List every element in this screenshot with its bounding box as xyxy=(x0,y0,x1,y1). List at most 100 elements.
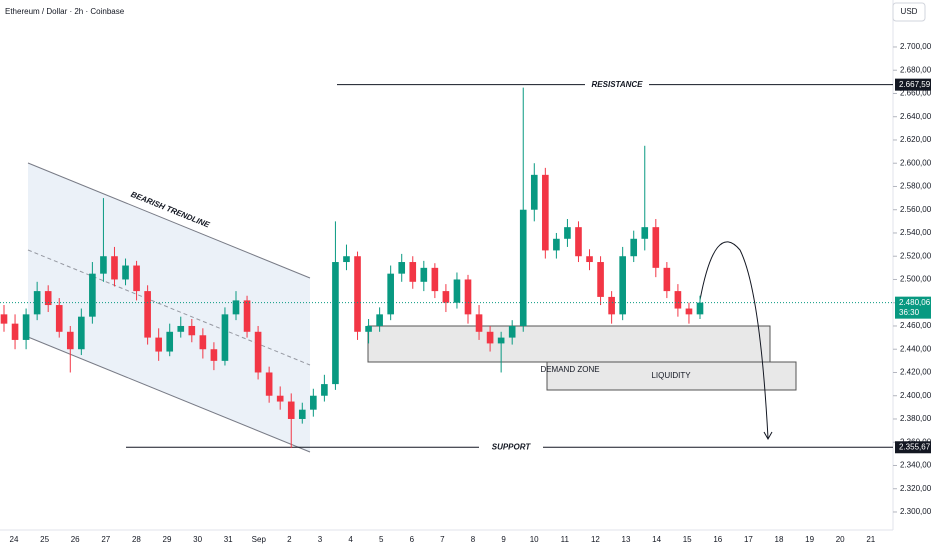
x-tick-label: 15 xyxy=(683,535,692,544)
support-label: SUPPORT xyxy=(492,442,532,451)
x-tick-label: 5 xyxy=(379,535,384,544)
candle-body xyxy=(431,267,439,292)
candle-body xyxy=(287,401,295,419)
candle-body xyxy=(276,395,284,402)
y-tick-label: 2.660,00 xyxy=(900,89,932,98)
candle-body xyxy=(597,262,604,297)
candle-body xyxy=(243,300,251,332)
x-tick-label: 17 xyxy=(744,535,753,544)
candle-body xyxy=(89,273,96,317)
candle-body xyxy=(519,209,527,326)
candle-body xyxy=(641,227,649,239)
candle-body xyxy=(55,305,63,332)
x-tick-label: 11 xyxy=(561,535,570,544)
candle-body xyxy=(542,174,549,251)
candle-body xyxy=(508,325,516,338)
candle-body xyxy=(343,256,350,263)
liquidity-label: LIQUIDITY xyxy=(651,371,691,380)
candle-body xyxy=(254,331,262,373)
y-tick-label: 2.640,00 xyxy=(900,112,932,121)
candle-body xyxy=(133,265,140,292)
candle-body xyxy=(144,291,151,338)
x-tick-label: 24 xyxy=(10,535,19,544)
channel-bottom xyxy=(27,336,311,453)
candle-body xyxy=(685,308,693,315)
y-tick-label: 2.380,00 xyxy=(900,414,932,423)
demand-zone xyxy=(367,325,771,363)
candle-body xyxy=(619,256,626,315)
support-tag xyxy=(895,441,931,454)
candle-body xyxy=(188,325,196,336)
candle-body xyxy=(332,262,339,385)
demand-label: DEMAND ZONE xyxy=(540,365,599,374)
x-tick-label: 14 xyxy=(652,535,661,544)
candle-body xyxy=(111,256,118,280)
candle-body xyxy=(310,395,317,410)
support-label-bg xyxy=(479,442,543,453)
candle-body xyxy=(652,227,660,268)
resistance-label-bg xyxy=(585,79,649,90)
candle-body xyxy=(199,335,207,350)
candle-body xyxy=(630,238,638,257)
candle-body xyxy=(608,296,615,315)
candle-body xyxy=(22,314,30,340)
candle-body xyxy=(420,267,428,282)
arrow-head xyxy=(763,431,773,441)
x-tick-label: 2 xyxy=(287,535,292,544)
candle-body xyxy=(0,314,8,324)
candle-body xyxy=(663,267,671,292)
x-tick-label: 7 xyxy=(440,535,445,544)
candle-body xyxy=(177,325,185,332)
last-price-tag xyxy=(895,296,931,319)
candle-body xyxy=(564,227,571,239)
channel xyxy=(28,163,310,452)
currency[interactable]: USD xyxy=(901,7,918,16)
y-tick-label: 2.560,00 xyxy=(900,205,932,214)
candle-body xyxy=(78,316,85,350)
y-tick-label: 2.300,00 xyxy=(900,507,932,516)
candle-body xyxy=(553,238,560,251)
x-tick-label: 26 xyxy=(71,535,80,544)
chart-title: Ethereum / Dollar · 2h · Coinbase xyxy=(5,7,125,16)
candle-body xyxy=(674,291,682,309)
y-tick-label: 2.320,00 xyxy=(900,484,932,493)
candle-body xyxy=(586,256,593,263)
y-tick-label: 2.620,00 xyxy=(900,135,932,144)
x-tick-label: 18 xyxy=(775,535,784,544)
candle-body xyxy=(354,256,361,332)
support-tag-label: 2.355,67 xyxy=(899,442,931,451)
x-tick-label: 10 xyxy=(530,535,539,544)
y-tick-label: 2.460,00 xyxy=(900,321,932,330)
x-tick-label: 28 xyxy=(132,535,141,544)
x-tick-label: 19 xyxy=(805,535,814,544)
candle-body xyxy=(221,314,229,361)
candle-body xyxy=(376,314,383,326)
x-tick-label: 29 xyxy=(163,535,172,544)
y-tick-label: 2.440,00 xyxy=(900,344,932,353)
y-tick-label: 2.400,00 xyxy=(900,391,932,400)
resistance-tag-label: 2.667,59 xyxy=(899,80,931,89)
candle-body xyxy=(321,384,328,396)
y-tick-label: 2.600,00 xyxy=(900,158,932,167)
countdown: 36:30 xyxy=(899,308,920,317)
candle-body xyxy=(122,265,129,280)
candle-body xyxy=(11,323,19,340)
candle-body xyxy=(497,337,505,344)
y-tick-label: 2.680,00 xyxy=(900,65,932,74)
x-tick-label: 27 xyxy=(101,535,110,544)
x-tick-label: 31 xyxy=(224,535,233,544)
x-tick-label: 21 xyxy=(866,535,875,544)
x-tick-label: 4 xyxy=(348,535,353,544)
x-tick-label: 12 xyxy=(591,535,600,544)
candle-body xyxy=(475,314,483,332)
y-tick-label: 2.420,00 xyxy=(900,368,932,377)
candle-body xyxy=(210,349,218,361)
x-tick-label: 16 xyxy=(713,535,722,544)
candle-body xyxy=(100,256,107,274)
last-price-label: 2.480,06 xyxy=(899,298,931,307)
x-tick-label: 3 xyxy=(318,535,323,544)
candle-body xyxy=(365,325,372,332)
candle-body xyxy=(265,372,273,396)
currency-button[interactable] xyxy=(892,2,926,22)
